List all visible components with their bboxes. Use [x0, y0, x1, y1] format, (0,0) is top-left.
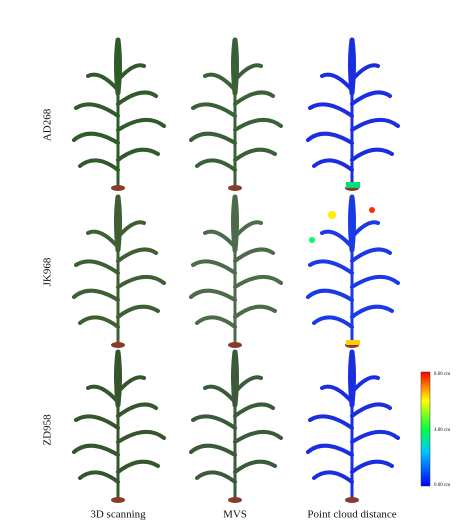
- plant-scan: [74, 40, 164, 191]
- row-label: JK968: [42, 257, 54, 286]
- distance-highlight: [369, 207, 375, 213]
- plant-mvs: [191, 352, 281, 503]
- row-label: ZD958: [42, 414, 54, 446]
- column-label: Point cloud distance: [307, 509, 396, 521]
- plant-distance: [308, 352, 398, 503]
- distance-highlight: [346, 182, 360, 188]
- colorbar-label: 4.00 cm: [434, 428, 450, 433]
- column-label: 3D scanning: [90, 509, 146, 521]
- plant-mvs: [191, 197, 281, 348]
- row-label: AD268: [42, 108, 54, 141]
- distance-highlight: [328, 211, 336, 219]
- column-label: MVS: [223, 509, 247, 521]
- plant-distance: [308, 40, 398, 191]
- plant-distance: [308, 197, 398, 348]
- colorbar-label: 0.00 cm: [434, 483, 450, 488]
- distance-highlight: [309, 237, 315, 243]
- plant-scan: [74, 352, 164, 503]
- plant-mvs: [191, 40, 281, 191]
- plant-scan: [74, 197, 164, 348]
- colorbar: [420, 371, 431, 487]
- distance-highlight: [346, 340, 360, 345]
- colorbar-label: 8.00 cm: [434, 372, 450, 377]
